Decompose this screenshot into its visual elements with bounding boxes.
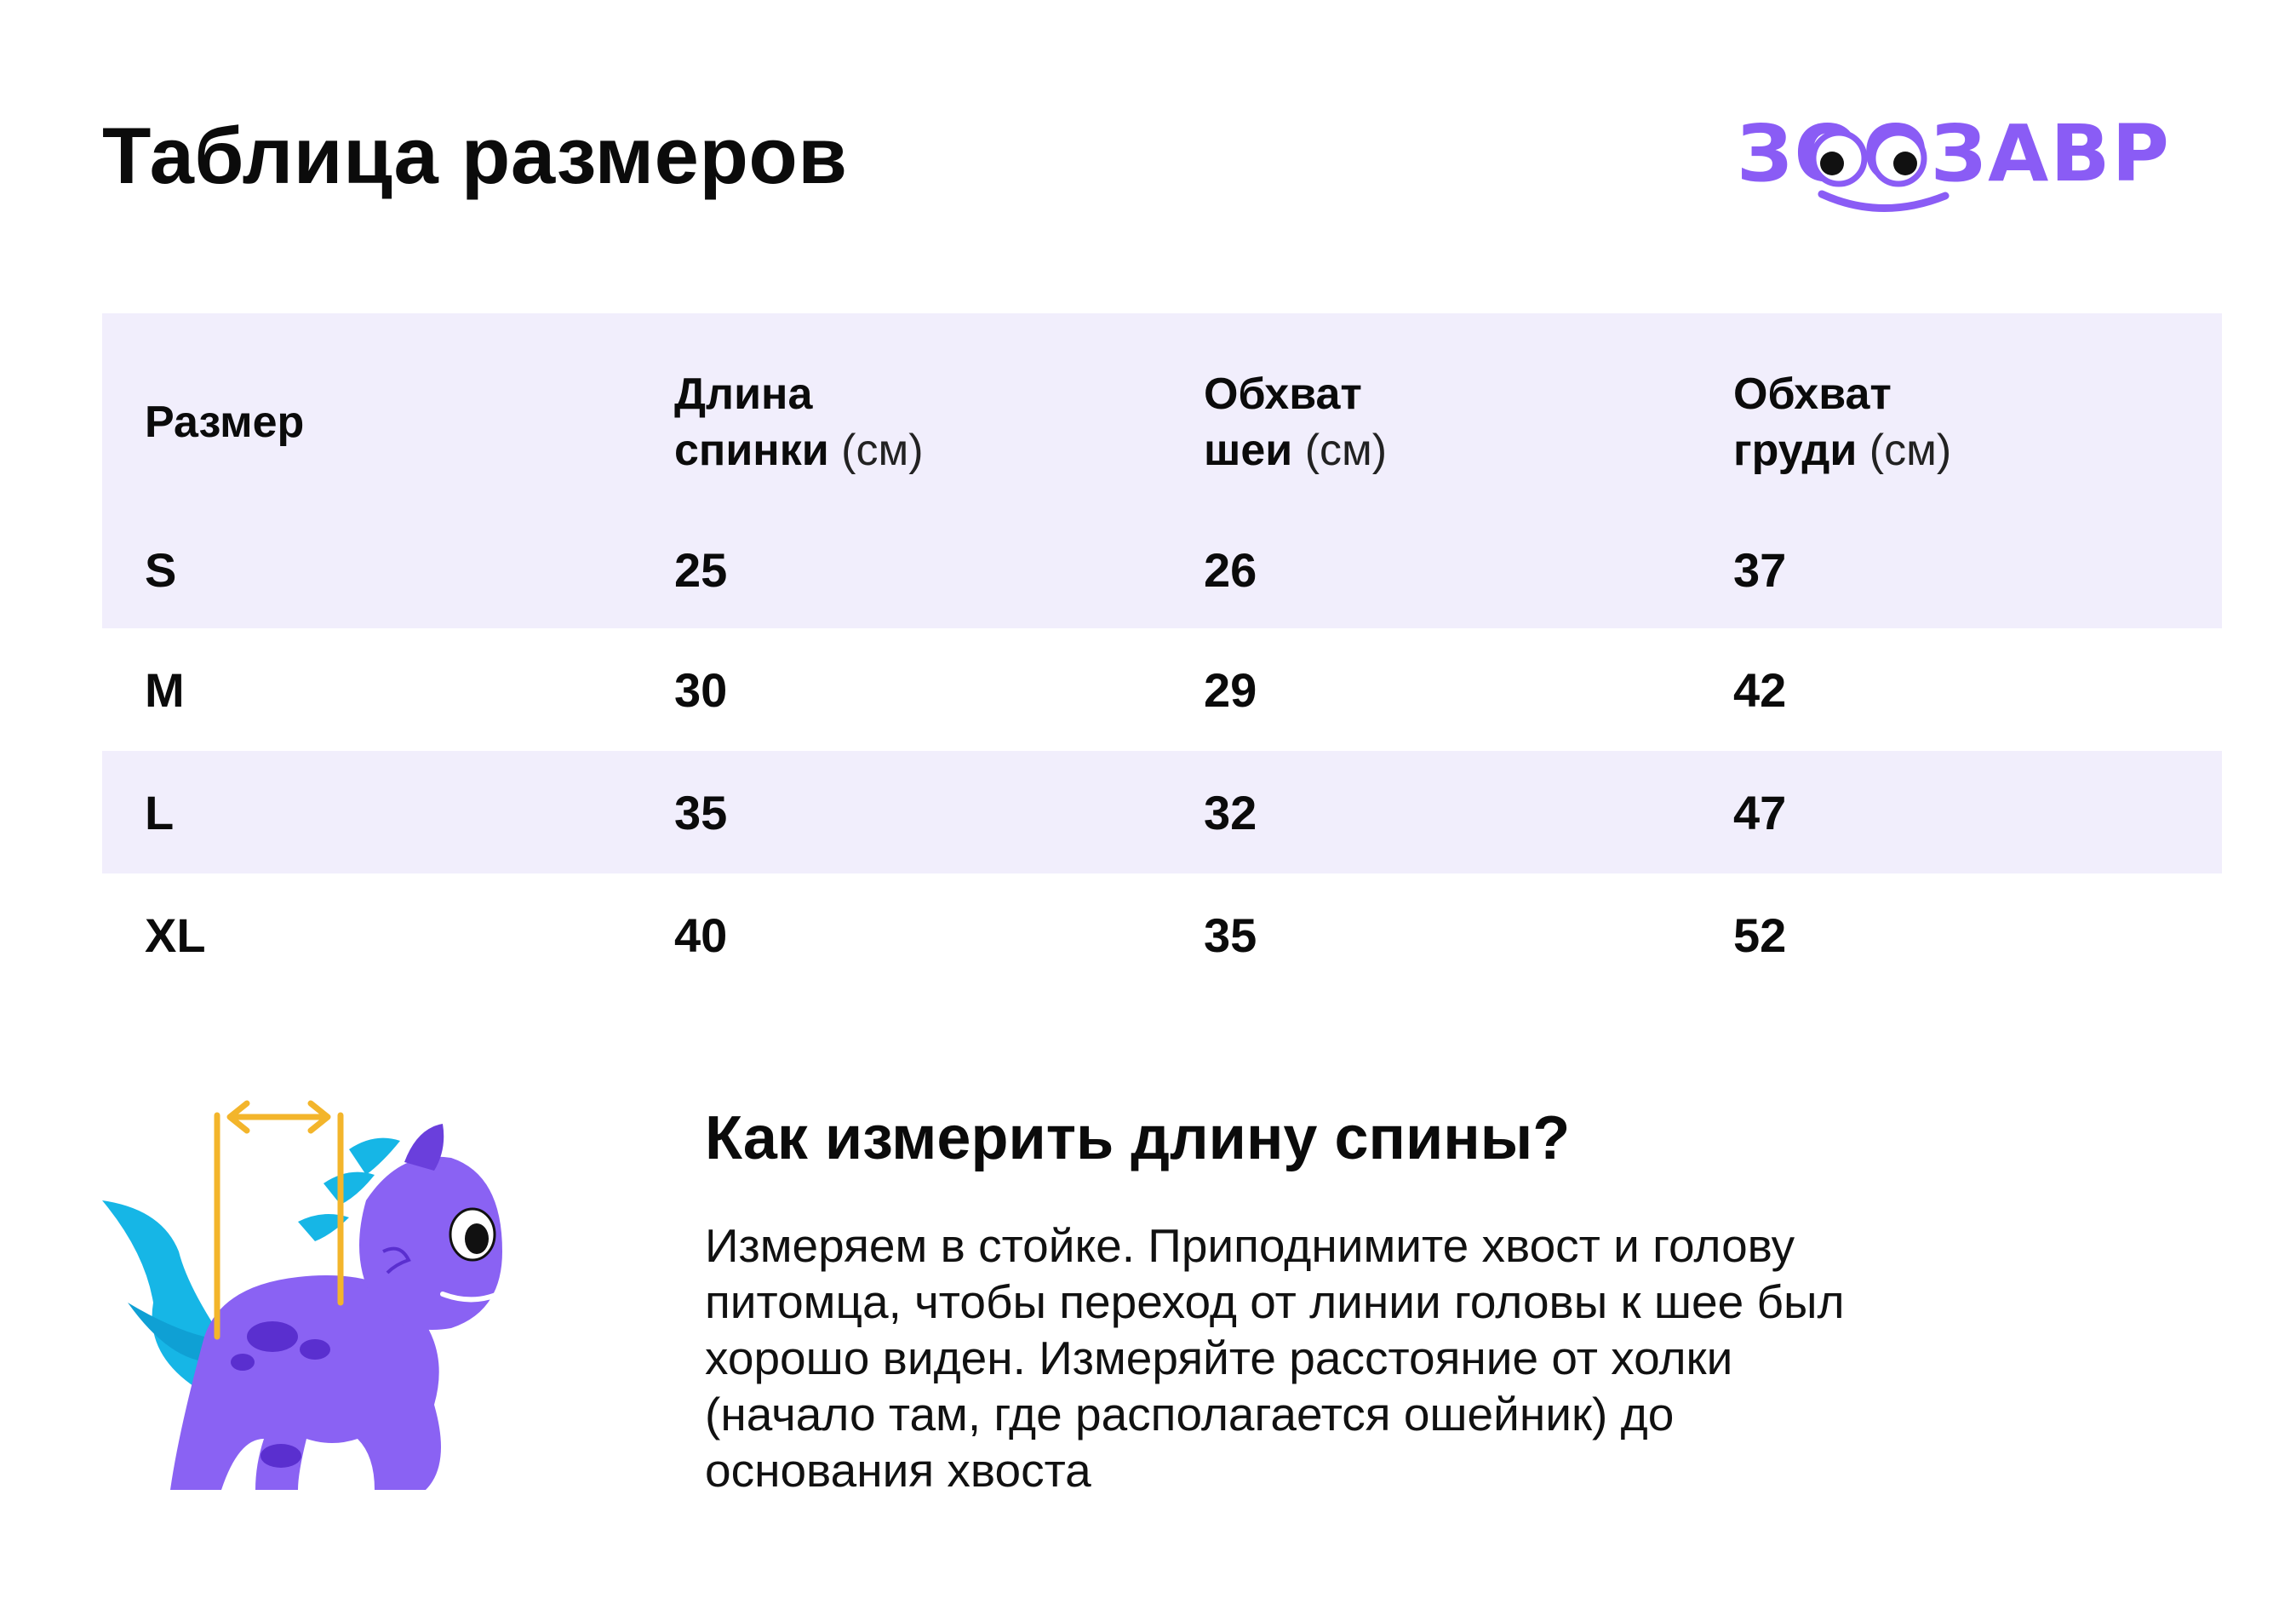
- table-header-row: Размер Длина спинки (см) Обхват шеи (см)…: [102, 313, 2222, 511]
- header-back-length-line2: спинки: [674, 426, 829, 475]
- header-neck-girth-line2: шеи: [1204, 426, 1293, 475]
- header-chest-girth-line2: груди: [1733, 426, 1858, 475]
- header-chest-girth-unit: (см): [1869, 426, 1952, 475]
- cell-size: S: [145, 542, 177, 597]
- page-title: Таблица размеров: [102, 111, 848, 200]
- how-to-line: (начало там, где располагается ошейник) …: [705, 1388, 1675, 1440]
- header-back-length-line1: Длина: [674, 369, 813, 419]
- cell-neck: 29: [1204, 662, 1257, 717]
- logo-text: ЗООЗАВР: [1737, 111, 2171, 199]
- header-back-length: Длина спинки (см): [632, 313, 1161, 511]
- how-to-line: питомца, чтобы переход от линии головы к…: [705, 1275, 1845, 1328]
- cell-back: 25: [674, 542, 728, 597]
- cell-size: M: [145, 662, 185, 717]
- table-row: XL 40 35 52: [102, 873, 2222, 996]
- cell-back: 40: [674, 908, 728, 962]
- cell-chest: 42: [1733, 662, 1787, 717]
- header-back-length-unit: (см): [841, 426, 924, 475]
- how-to-line: основания хвоста: [705, 1444, 1091, 1497]
- table-row: L 35 32 47: [102, 751, 2222, 873]
- cell-neck: 35: [1204, 908, 1257, 962]
- size-table: Размер Длина спинки (см) Обхват шеи (см)…: [102, 313, 2222, 996]
- header-neck-girth-unit: (см): [1304, 426, 1388, 475]
- header-size-label: Размер: [145, 398, 305, 447]
- how-to-text: Измеряем в стойке. Приподнимите хвост и …: [705, 1217, 2101, 1498]
- cell-back: 35: [674, 785, 728, 839]
- header-chest-girth: Обхват груди (см): [1691, 313, 2222, 511]
- cell-size: XL: [145, 908, 206, 962]
- cell-back: 30: [674, 662, 728, 717]
- cell-chest: 47: [1733, 785, 1787, 839]
- cell-chest: 37: [1733, 542, 1787, 597]
- table-row: M 30 29 42: [102, 628, 2222, 751]
- header-size: Размер: [102, 313, 632, 511]
- zoozavr-logo-icon: ЗООЗАВР: [1737, 111, 2171, 212]
- cell-size: L: [145, 785, 175, 839]
- cell-neck: 26: [1204, 542, 1257, 597]
- cell-chest: 52: [1733, 908, 1787, 962]
- how-to-line: Измеряем в стойке. Приподнимите хвост и …: [705, 1219, 1795, 1272]
- header-neck-girth-line1: Обхват: [1204, 369, 1362, 419]
- table-row: S 25 26 37: [102, 511, 2222, 628]
- how-to-title: Как измерить длину спины?: [705, 1104, 1571, 1172]
- cell-neck: 32: [1204, 785, 1257, 839]
- dinosaur-measure-icon: [102, 1100, 509, 1490]
- header-neck-girth: Обхват шеи (см): [1161, 313, 1691, 511]
- header-chest-girth-line1: Обхват: [1733, 369, 1892, 419]
- how-to-line: хорошо виден. Измеряйте расстояние от хо…: [705, 1332, 1733, 1384]
